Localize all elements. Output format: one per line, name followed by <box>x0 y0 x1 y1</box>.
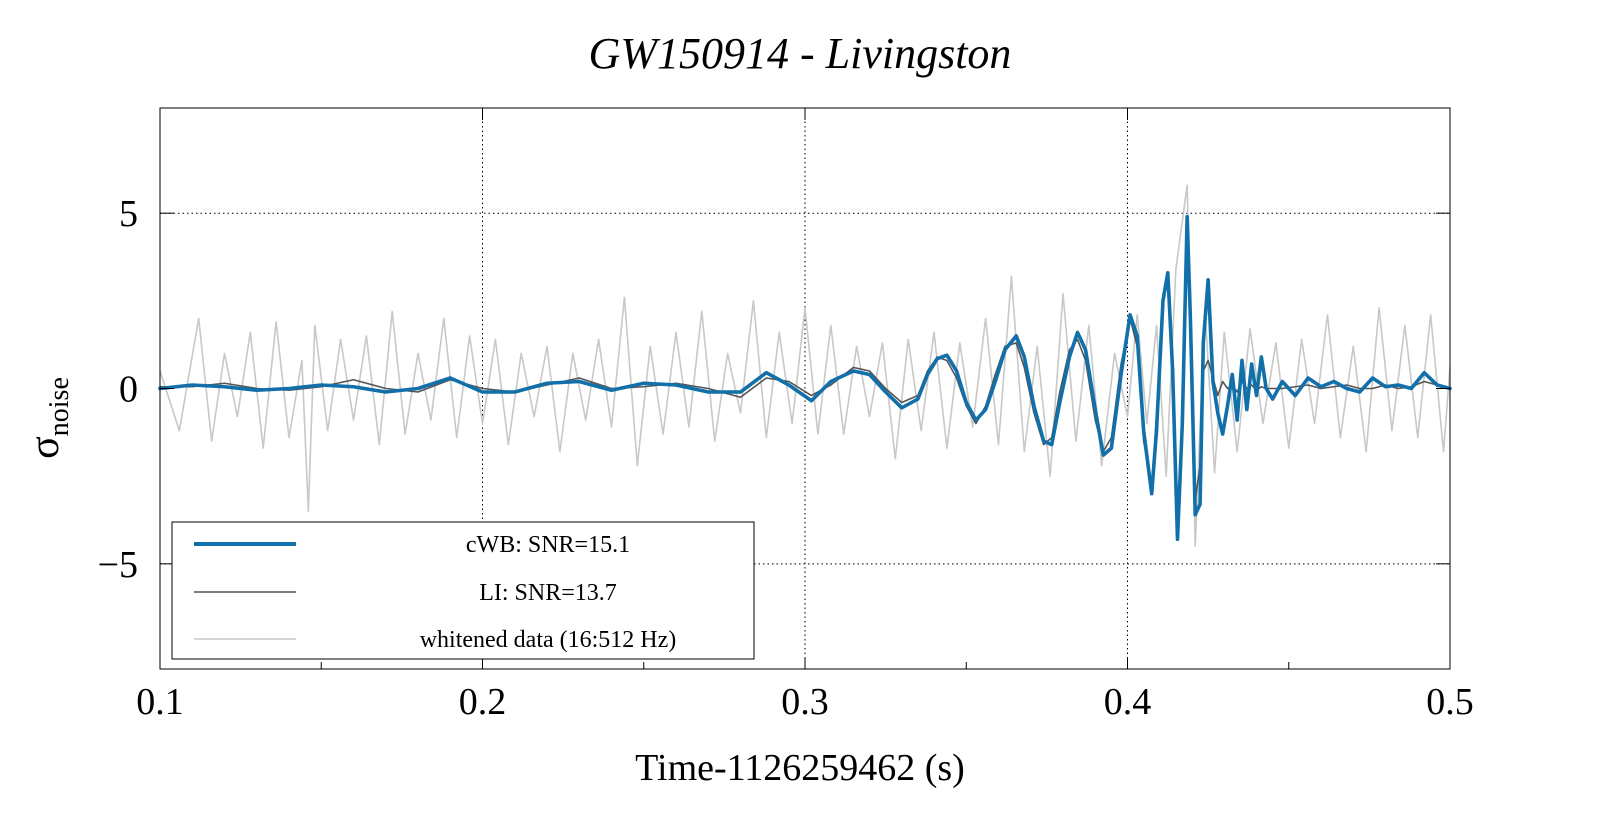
axis-ticks: 0.1 0.2 0.3 0.4 0.5 5 0 −5 <box>98 108 1474 723</box>
y-axis-label-sub: noise <box>44 377 75 436</box>
series-line-2 <box>159 184 1451 548</box>
y-tick-label: 5 <box>119 193 138 235</box>
legend: cWB: SNR=15.1 LI: SNR=13.7 whitened data… <box>171 521 755 660</box>
legend-entry-cwb: cWB: SNR=15.1 <box>466 532 630 558</box>
legend-entry-li: LI: SNR=13.7 <box>479 580 617 606</box>
y-axis-label: σnoise <box>22 377 75 459</box>
x-tick-label: 0.5 <box>1426 681 1474 723</box>
x-tick-label: 0.2 <box>459 681 507 723</box>
x-tick-label: 0.3 <box>781 681 829 723</box>
legend-entry-whitened: whitened data (16:512 Hz) <box>420 627 677 653</box>
x-tick-label: 0.4 <box>1104 681 1152 723</box>
series-line-0 <box>158 214 1452 542</box>
y-tick-label: 0 <box>119 369 138 411</box>
x-axis-label: Time-1126259462 (s) <box>635 747 965 789</box>
series-layer <box>158 184 1452 548</box>
x-tick-label: 0.1 <box>136 681 184 723</box>
y-tick-label: −5 <box>98 544 138 586</box>
chart-title: GW150914 - Livingston <box>589 29 1012 78</box>
y-axis-label-main: σ <box>22 436 68 459</box>
